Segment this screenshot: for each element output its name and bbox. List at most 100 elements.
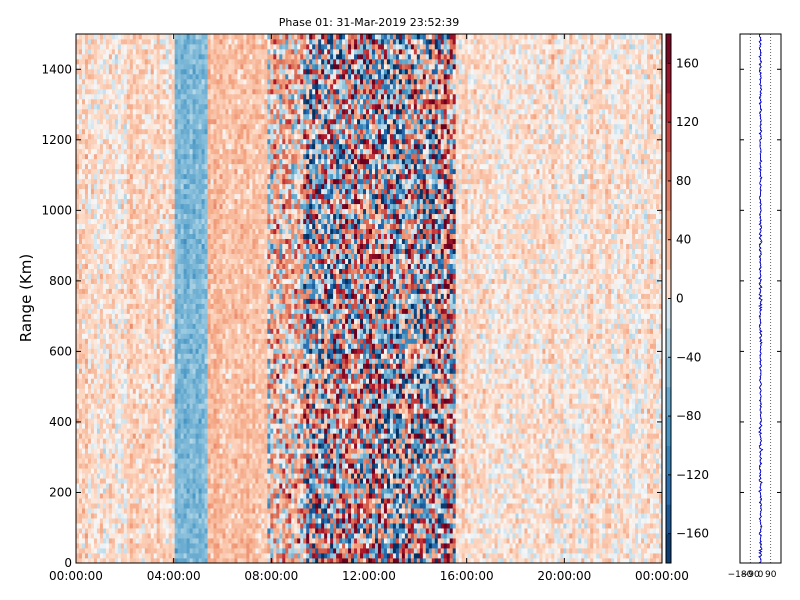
heatmap-cell [201,338,205,344]
heatmap-cell [132,478,137,484]
heatmap-cell [111,528,116,534]
heatmap-cell [147,168,152,175]
heatmap-cell [207,148,211,155]
heatmap-cell [117,328,122,334]
heatmap-cell [120,463,125,469]
heatmap-cell [165,273,170,279]
heatmap-cell [201,313,205,319]
heatmap-cell [198,328,202,334]
heatmap-cell [183,388,188,394]
heatmap-cell [81,343,86,349]
heatmap-cell [117,518,122,524]
heatmap-cell [102,123,107,130]
heatmap-cell [201,278,205,284]
heatmap-cell [144,423,149,429]
heatmap-cell [129,483,134,489]
heatmap-cell [126,243,131,249]
heatmap-cell [123,413,128,419]
heatmap-cell [129,353,134,359]
heatmap-cell [93,188,98,195]
heatmap-cell [207,443,211,449]
heatmap-cell [114,373,119,379]
heatmap-cell [177,418,182,424]
heatmap-cell [111,43,116,50]
heatmap-cell [135,493,140,499]
heatmap-cell [147,73,152,80]
heatmap-cell [165,508,170,514]
heatmap-cell [132,508,137,514]
heatmap-cell [141,503,146,509]
heatmap-cell [147,523,152,529]
heatmap-cell [162,383,167,389]
heatmap-cell [192,483,196,489]
heatmap-cell [81,458,86,464]
heatmap-cell [126,208,131,215]
heatmap-cell [78,483,83,489]
heatmap-cell [93,308,98,314]
heatmap-cell [186,528,191,534]
heatmap-cell [213,173,217,180]
heatmap-cell [165,88,170,95]
heatmap-cell [87,388,92,394]
heatmap-cell [138,443,143,449]
heatmap-cell [87,498,92,504]
heatmap-cell [132,183,137,190]
heatmap-cell [102,318,107,324]
heatmap-cell [180,53,185,60]
heatmap-cell [162,543,167,549]
heatmap-cell [156,513,161,519]
heatmap-cell [144,438,149,444]
heatmap-cell [138,58,143,65]
heatmap-cell [186,388,191,394]
heatmap-cell [114,378,119,384]
heatmap-cell [105,483,110,489]
heatmap-cell [159,448,164,454]
heatmap-cell [96,393,101,399]
heatmap-cell [141,203,146,210]
heatmap-cell [76,63,80,70]
heatmap-cell [159,38,164,45]
heatmap-cell [174,163,179,170]
heatmap-cell [126,218,131,225]
heatmap-cell [87,133,92,140]
heatmap-cell [114,303,119,309]
heatmap-cell [156,188,161,195]
heatmap-cell [183,528,188,534]
heatmap-cell [78,268,83,274]
heatmap-cell [207,433,211,439]
heatmap-cell [114,208,119,215]
heatmap-cell [111,383,116,389]
heatmap-cell [87,553,92,559]
heatmap-cell [171,113,176,120]
heatmap-cell [153,168,158,175]
heatmap-cell [189,208,193,215]
heatmap-cell [201,303,205,309]
heatmap-cell [129,138,134,145]
heatmap-cell [120,163,125,170]
heatmap-cell [213,243,217,249]
heatmap-cell [198,208,202,215]
heatmap-cell [129,278,134,284]
heatmap-cell [123,223,128,230]
heatmap-cell [147,358,152,364]
heatmap-cell [162,363,167,369]
heatmap-cell [138,103,143,110]
heatmap-cell [189,463,193,469]
heatmap-cell [105,368,110,374]
heatmap-cell [105,518,110,524]
heatmap-cell [141,263,146,269]
heatmap-cell [141,63,146,70]
heatmap-cell [132,243,137,249]
heatmap-cell [96,53,101,60]
heatmap-cell [144,118,149,125]
heatmap-cell [141,188,146,195]
heatmap-cell [132,403,137,409]
heatmap-cell [189,53,193,60]
heatmap-cell [120,98,125,105]
heatmap-cell [150,343,155,349]
heatmap-cell [180,188,185,195]
heatmap-cell [102,353,107,359]
heatmap-cell [198,443,202,449]
heatmap-cell [135,498,140,504]
heatmap-cell [210,528,214,534]
